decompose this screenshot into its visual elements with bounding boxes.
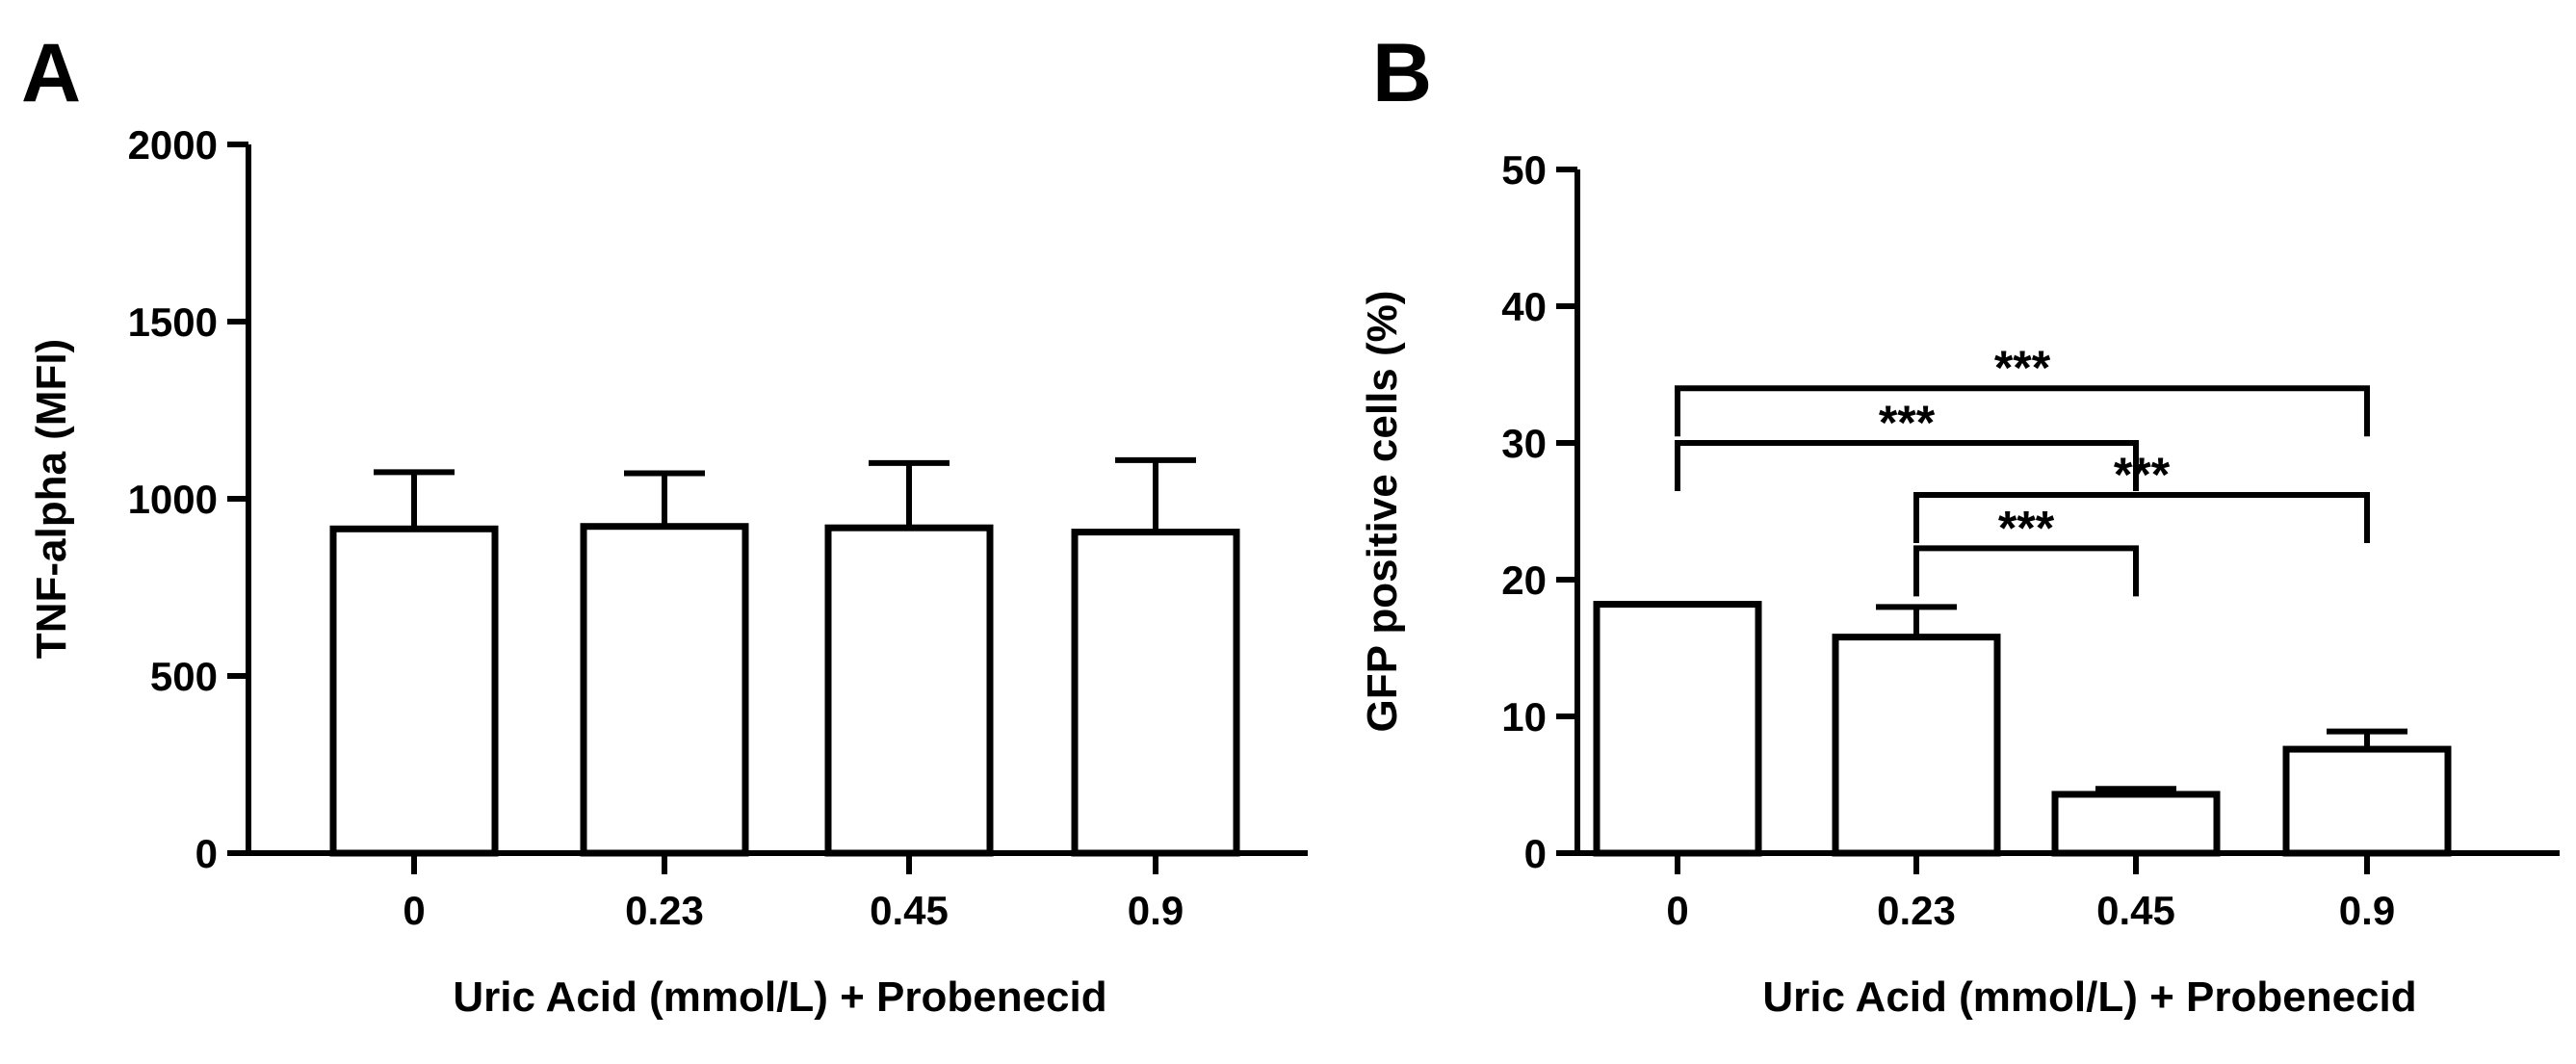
y-tick-label: 500	[150, 654, 218, 699]
bar	[2051, 791, 2221, 857]
x-tick-label: 0.9	[2339, 888, 2395, 933]
x-tick-label: 0.45	[2096, 888, 2175, 933]
panel-label: A	[21, 27, 81, 119]
significance-bracket	[1913, 545, 2139, 597]
x-axis-title: Uric Acid (mmol/L) + Probenecid	[453, 973, 1106, 1021]
significance-label: ***	[1879, 396, 1936, 450]
y-tick-label: 40	[1501, 284, 1547, 329]
significance-bracket	[1675, 440, 2139, 491]
significance-label: ***	[2114, 448, 2171, 502]
y-tick-label: 0	[1524, 831, 1547, 876]
significance-label: ***	[1998, 501, 2055, 555]
panel-label: B	[1372, 27, 1432, 119]
y-tick-label: 20	[1501, 558, 1547, 603]
x-axis-title: Uric Acid (mmol/L) + Probenecid	[1762, 973, 2416, 1021]
y-tick-label: 2000	[128, 122, 218, 168]
x-tick-label: 0.23	[625, 888, 704, 933]
bar	[1071, 529, 1240, 857]
x-tick-label: 0	[1666, 888, 1688, 933]
bar	[1593, 601, 1762, 857]
y-tick-label: 50	[1501, 147, 1547, 193]
y-tick-label: 0	[195, 831, 218, 876]
y-axis-title: TNF-alpha (MFI)	[28, 339, 75, 659]
y-axis-title: GFP positive cells (%)	[1359, 291, 1406, 733]
bar	[2282, 745, 2452, 857]
significance-label: ***	[1994, 341, 2051, 395]
y-tick-label: 1500	[128, 299, 218, 345]
bar	[1832, 634, 2001, 857]
y-tick-label: 10	[1501, 694, 1547, 740]
significance-bracket	[1675, 385, 2370, 437]
x-tick-label: 0	[403, 888, 425, 933]
panel-b: B 0 10 20 30 40 50 0 0.23 0.45 0.9 *** *** *** *** GFP …	[1359, 27, 2560, 1021]
x-tick-label: 0.45	[870, 888, 949, 933]
bar	[580, 523, 749, 857]
panel-a: A 0 500 1000 1500 2000 0 0.23 0.45 0.9 TNF-alpha (…	[21, 27, 1308, 1021]
x-tick-label: 0.9	[1128, 888, 1184, 933]
y-tick-label: 1000	[128, 477, 218, 522]
x-tick-label: 0.23	[1877, 888, 1956, 933]
bar	[329, 525, 499, 857]
y-tick-label: 30	[1501, 421, 1547, 466]
significance-bracket	[1913, 491, 2370, 543]
bar	[824, 524, 994, 857]
